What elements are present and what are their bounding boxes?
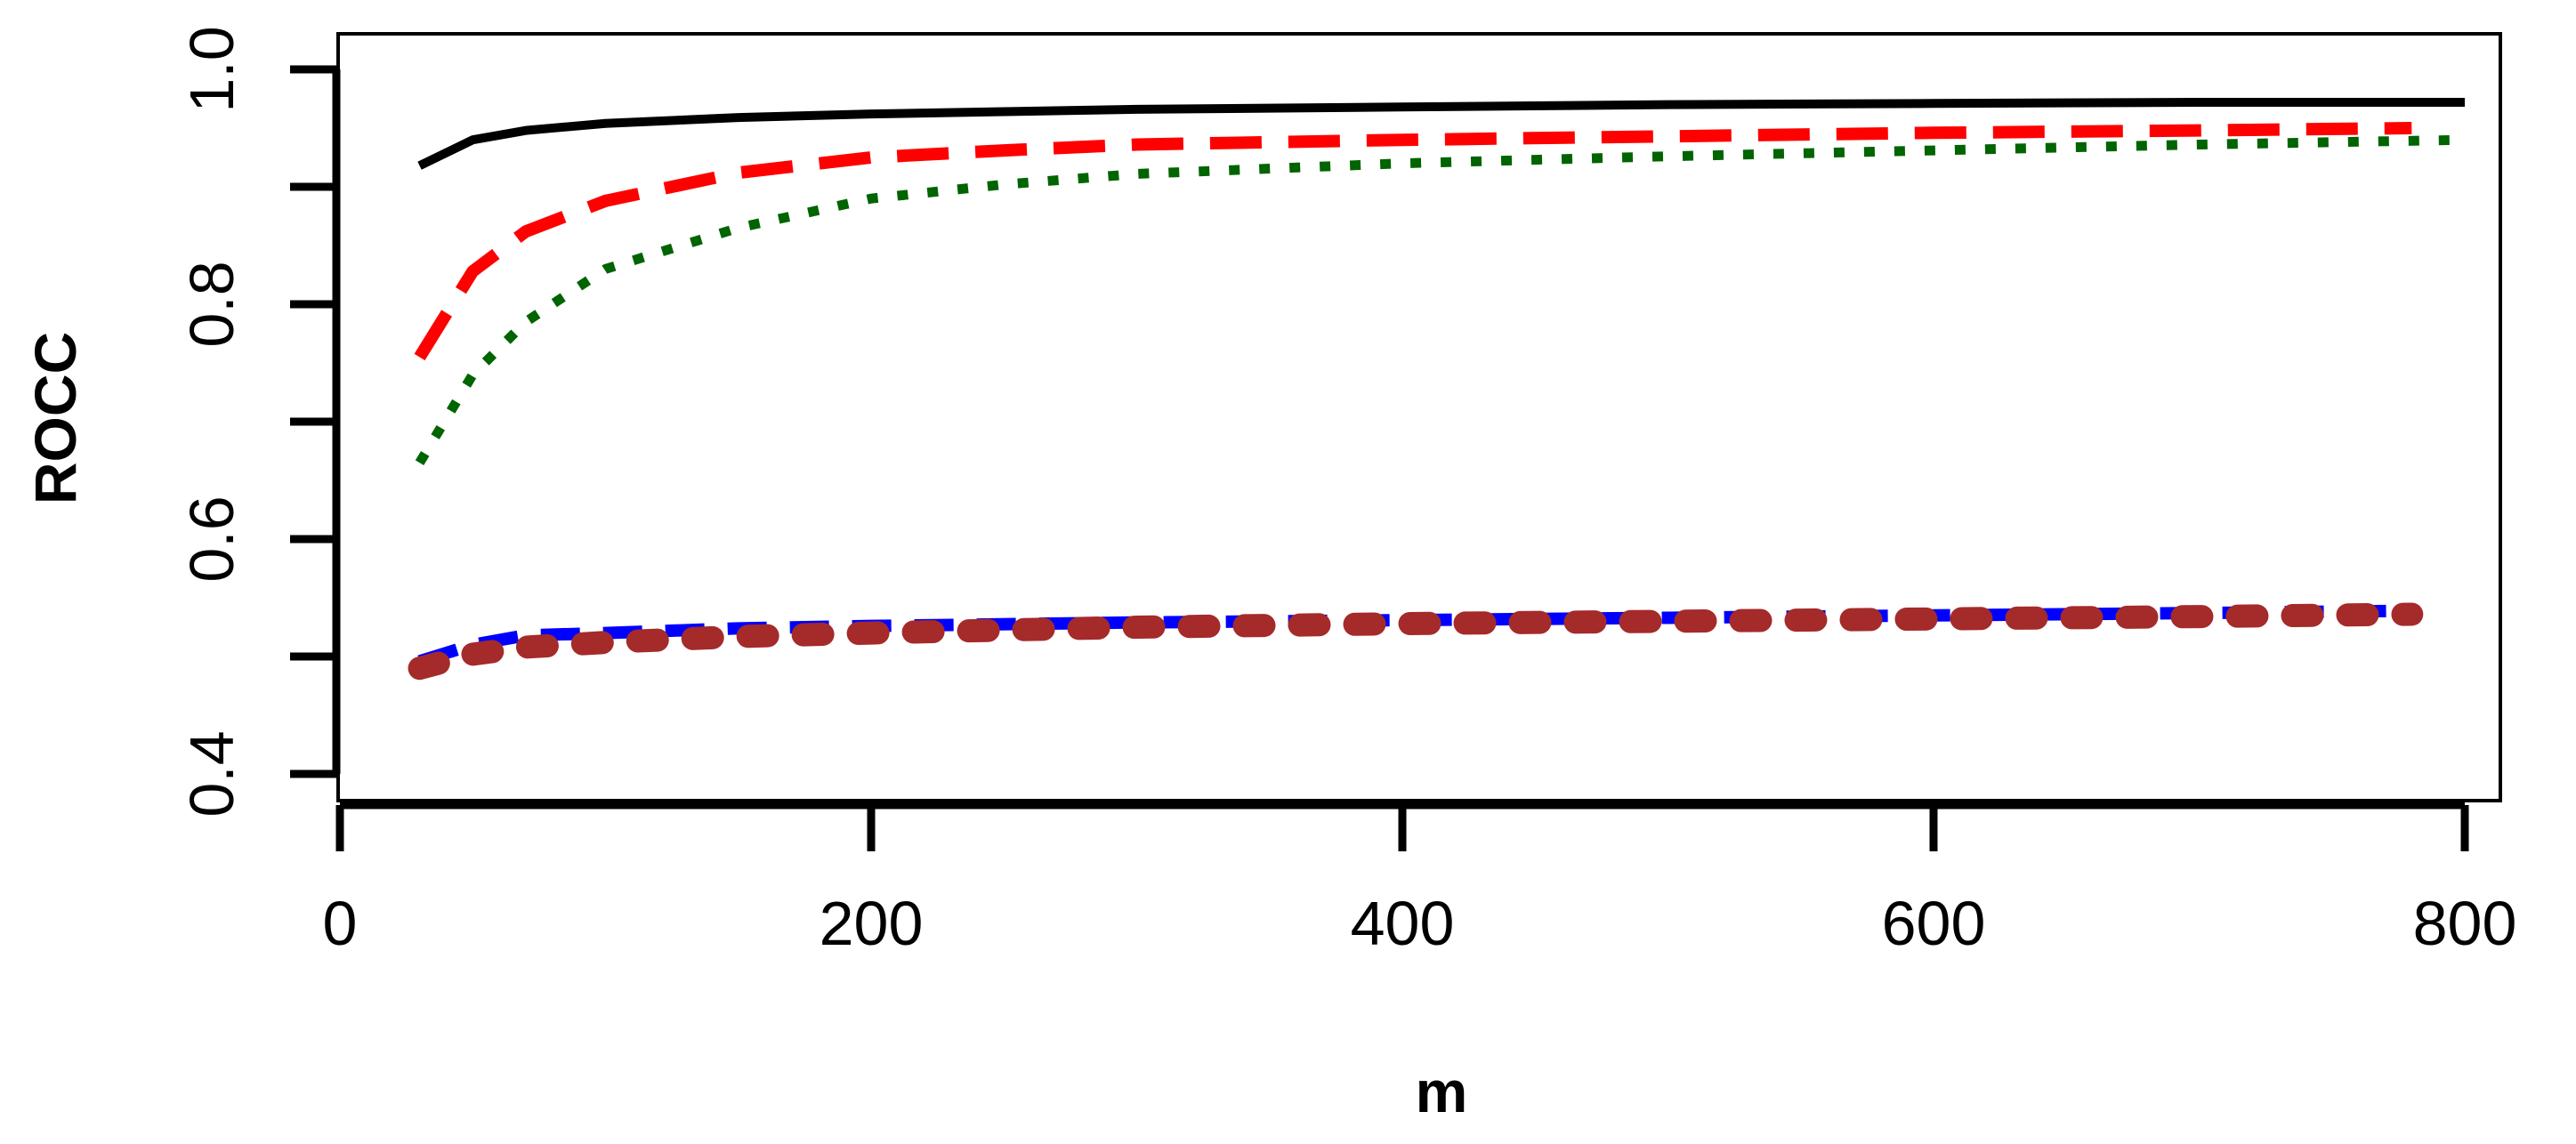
x-axis-title: m (1416, 1059, 1468, 1124)
y-axis: 0.4 0.6 0.8 1.0 (177, 26, 341, 818)
series-line-green-dotted (415, 134, 2466, 466)
y-axis-title: ROCC (22, 332, 88, 504)
y-tick-label: 1.0 (177, 26, 246, 112)
x-tick-label: 600 (1882, 889, 1986, 958)
x-tick-label: 200 (820, 889, 924, 958)
series-line-black-solid (417, 97, 2465, 170)
y-tick-label: 0.8 (177, 261, 246, 347)
y-tick-label: 0.4 (177, 730, 246, 817)
series-layer (408, 97, 2466, 681)
x-tick-label: 800 (2413, 889, 2517, 958)
x-tick-label: 0 (323, 889, 358, 958)
series-line-brown-dashed (408, 602, 2424, 681)
x-tick-label: 400 (1351, 889, 1455, 958)
series-line-red-dashed (414, 122, 2412, 361)
x-axis: 0 200 400 600 800 (323, 801, 2517, 958)
y-tick-label: 0.6 (177, 495, 246, 582)
